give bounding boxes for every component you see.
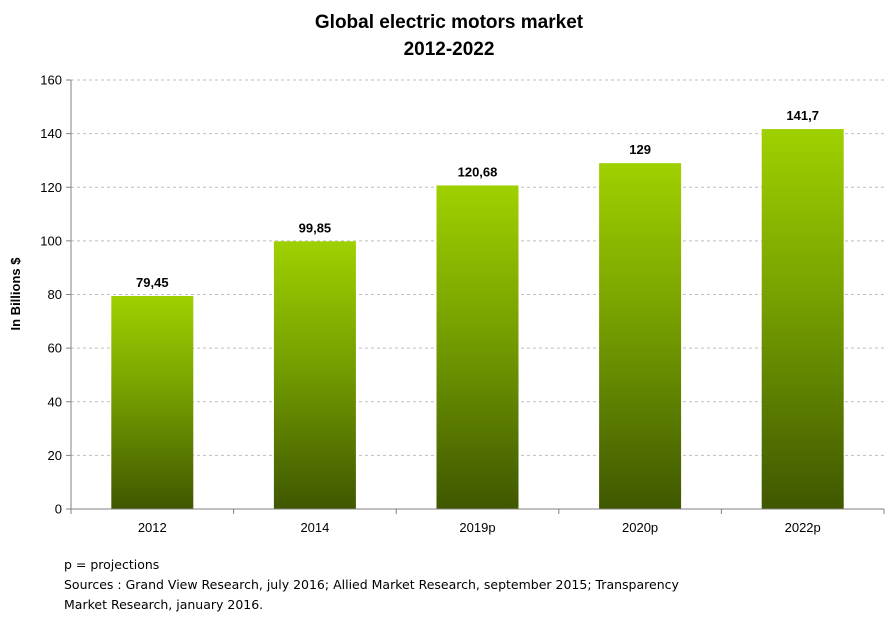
- y-tick-label: 140: [40, 126, 62, 141]
- data-label: 99,85: [299, 220, 332, 235]
- y-tick-label: 120: [40, 180, 62, 195]
- bar: [273, 241, 356, 509]
- x-tick-label: 2012: [138, 520, 167, 535]
- y-tick-label: 80: [48, 287, 62, 302]
- chart-title-line-1: Global electric motors market: [315, 12, 584, 33]
- data-label: 129: [629, 142, 651, 157]
- y-tick-labels: 0 20 40 60 80 100 120 140 160: [40, 73, 62, 517]
- sources-line-2: Market Research, january 2016.: [64, 597, 264, 612]
- y-tick-label: 0: [55, 502, 62, 517]
- bar: [599, 163, 682, 509]
- y-tick-label: 160: [40, 73, 62, 88]
- data-label: 141,7: [786, 108, 819, 123]
- y-tick-label: 20: [48, 448, 62, 463]
- y-axis-title: In Billions $: [8, 257, 23, 331]
- chart-footnote: p = projections Sources : Grand View Res…: [64, 555, 724, 615]
- bar: [111, 295, 194, 509]
- x-tick-label: 2014: [300, 520, 329, 535]
- x-tick-label: 2022p: [785, 520, 821, 535]
- sources-line-1: Sources : Grand View Research, july 2016…: [64, 577, 679, 592]
- bar: [761, 129, 844, 509]
- chart-title-line-2: 2012-2022: [404, 39, 495, 60]
- y-tick-label: 100: [40, 233, 62, 248]
- x-tick-label: 2019p: [459, 520, 495, 535]
- bars: [111, 129, 844, 509]
- data-label: 79,45: [136, 275, 169, 290]
- y-tick-label: 40: [48, 394, 62, 409]
- data-labels: 79,45 99,85 120,68 129 141,7: [136, 108, 819, 290]
- bar: [436, 185, 519, 509]
- x-tick-labels: 2012 2014 2019p 2020p 2022p: [138, 520, 821, 535]
- axes: [66, 79, 885, 514]
- projection-note: p = projections: [64, 557, 160, 572]
- data-label: 120,68: [458, 164, 498, 179]
- y-tick-label: 60: [48, 341, 62, 356]
- x-tick-label: 2020p: [622, 520, 658, 535]
